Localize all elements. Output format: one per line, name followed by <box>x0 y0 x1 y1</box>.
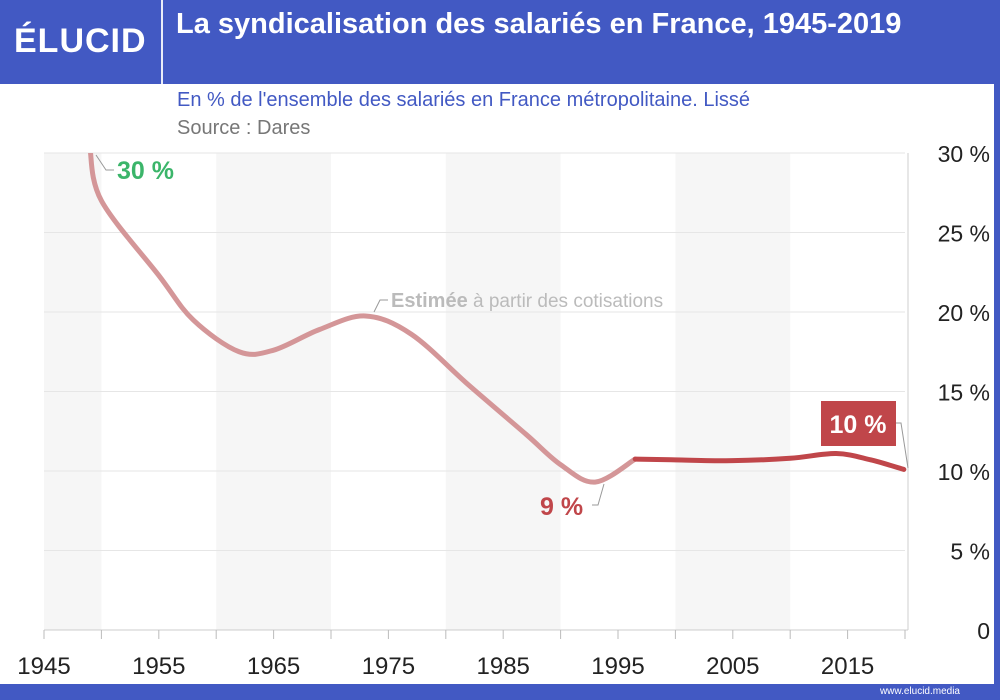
estimated-note: Estimée à partir des cotisations <box>391 290 663 312</box>
leader-line <box>592 483 605 506</box>
estimated-note-rest: à partir des cotisations <box>468 291 663 312</box>
low-value-label: 9 % <box>540 493 583 521</box>
chart-subtitle: En % de l'ensemble des salariés en Franc… <box>177 89 751 111</box>
series-line-estimated <box>88 153 638 485</box>
header-divider <box>161 0 163 84</box>
elucid-logo: ÉLUCID <box>14 22 147 60</box>
footer-url[interactable]: www.elucid.media <box>879 686 960 697</box>
x-tick-label: 2005 <box>706 653 759 680</box>
y-tick-label: 20 % <box>938 300 990 326</box>
end-value-badge <box>821 401 896 446</box>
x-tick-label: 2015 <box>821 653 874 680</box>
y-tick-label: 5 % <box>950 539 990 565</box>
leader-line <box>373 299 388 313</box>
leader-line <box>95 154 114 171</box>
end-value-label: 10 % <box>830 411 887 439</box>
x-tick-label: 1995 <box>591 653 644 680</box>
start-value-label: 30 % <box>117 157 174 185</box>
x-tick-label: 1945 <box>17 653 70 680</box>
estimated-note-bold: Estimée <box>391 290 468 312</box>
series-line-measured <box>632 451 907 472</box>
y-tick-label: 25 % <box>938 221 990 247</box>
x-tick-label: 1965 <box>247 653 300 680</box>
x-tick-label: 1955 <box>132 653 185 680</box>
leader-line <box>896 422 909 469</box>
y-tick-label: 30 % <box>938 141 990 167</box>
x-tick-label: 1985 <box>477 653 530 680</box>
y-tick-label: 15 % <box>938 380 990 406</box>
chart-source: Source : Dares <box>177 117 311 139</box>
chart-title: La syndicalisation des salariés en Franc… <box>176 8 902 40</box>
x-tick-label: 1975 <box>362 653 415 680</box>
y-tick-label: 0 <box>977 618 990 644</box>
y-tick-label: 10 % <box>938 459 990 485</box>
